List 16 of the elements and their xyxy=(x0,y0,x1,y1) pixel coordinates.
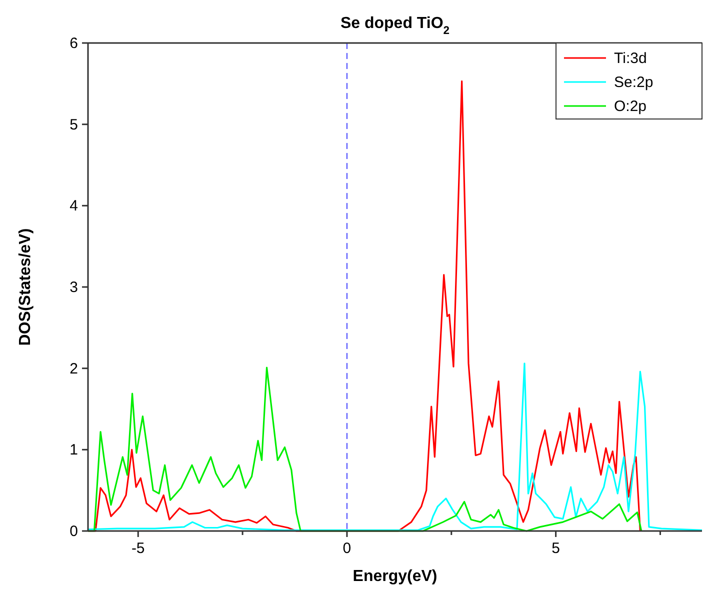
x-axis-title: Energy(eV) xyxy=(352,568,438,585)
y-tick-label: 5 xyxy=(70,116,78,134)
x-tick-label: -5 xyxy=(131,540,145,557)
y-tick-label: 2 xyxy=(70,360,78,378)
legend-label: Ti:3d xyxy=(614,50,647,67)
x-tick-label: 5 xyxy=(552,540,560,557)
legend-label: O:2p xyxy=(614,98,647,115)
y-tick-label: 0 xyxy=(70,523,78,540)
y-tick-label: 4 xyxy=(70,198,78,215)
y-tick-label: 6 xyxy=(70,35,78,52)
chart-title: Se doped TiO$_{2}$ xyxy=(340,15,450,37)
y-tick-label: 3 xyxy=(70,279,78,296)
legend-label: Se:2p xyxy=(614,74,654,91)
y-tick-label: 1 xyxy=(70,442,78,459)
x-tick-label: 0 xyxy=(342,540,352,557)
y-axis-title: DOS(States/eV) xyxy=(17,228,34,346)
